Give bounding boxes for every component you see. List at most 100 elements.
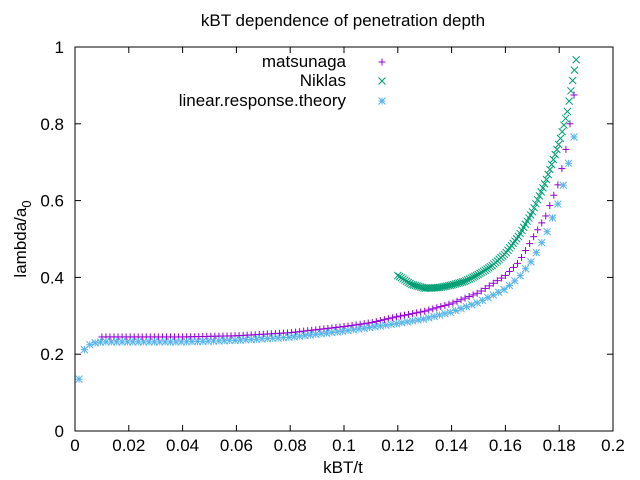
marker-stroke [225, 336, 234, 345]
data-point [572, 55, 581, 64]
marker-stroke [360, 324, 369, 333]
data-point [485, 282, 493, 290]
data-point [548, 214, 557, 222]
x-tick-labels: 0 0.02 0.04 0.06 0.08 0.1 0.12 0.14 0.16 0.18 0.2 [70, 436, 625, 455]
marker-stroke [285, 333, 293, 342]
x-tick-label: 0.04 [166, 436, 199, 455]
marker-stroke [570, 133, 578, 141]
marker-stroke [378, 97, 386, 105]
x-tick-label: 0.1 [332, 436, 356, 455]
data-point [570, 91, 578, 99]
marker-stroke [556, 134, 565, 143]
x-tick-label: 0 [70, 436, 79, 455]
data-point [526, 240, 534, 248]
data-point [425, 306, 433, 314]
marker-stroke [107, 338, 116, 346]
marker-stroke [274, 334, 282, 342]
data-point [537, 238, 546, 247]
data-point [563, 107, 572, 116]
marker-stroke [236, 336, 245, 344]
marker-stroke [397, 318, 406, 327]
marker-stroke [505, 281, 514, 290]
y-axis-label: lambda/a0 [11, 200, 34, 277]
data-point [364, 319, 372, 327]
data-point [556, 134, 565, 143]
data-point [311, 330, 320, 339]
marker-stroke [403, 318, 412, 326]
marker-stroke [424, 313, 433, 322]
data-point [437, 303, 445, 311]
marker-stroke [177, 338, 186, 346]
data-point [553, 145, 561, 154]
data-point [461, 294, 469, 302]
y-tick-label: 0.2 [40, 345, 64, 364]
data-point [560, 121, 568, 129]
x-axis-label: kBT/t [323, 458, 363, 477]
y-axis-label-subscript: 0 [19, 200, 34, 207]
data-point [107, 338, 116, 346]
marker-stroke [258, 335, 266, 343]
data-point [547, 160, 556, 169]
marker-stroke [558, 127, 567, 136]
marker-stroke [527, 257, 535, 266]
axis-ticks [74, 46, 614, 432]
data-point [441, 301, 449, 309]
marker-stroke [172, 338, 180, 346]
data-point [462, 302, 471, 311]
marker-stroke [263, 334, 272, 343]
data-point [554, 140, 563, 149]
data-point [445, 300, 453, 308]
marker-stroke [198, 337, 207, 346]
marker-stroke [407, 280, 416, 289]
data-point [554, 200, 562, 208]
data-point [535, 191, 544, 200]
data-point [424, 313, 433, 322]
marker-stroke [430, 284, 439, 292]
marker-stroke [414, 282, 423, 291]
marker-stroke [472, 271, 481, 280]
marker-stroke [311, 330, 320, 339]
data-point [392, 313, 400, 321]
marker-stroke [408, 317, 417, 325]
y-tick-label: 0 [55, 422, 64, 441]
data-point [558, 127, 567, 136]
marker-stroke [554, 140, 563, 149]
marker-stroke [551, 150, 560, 159]
data-point [566, 120, 574, 128]
marker-stroke [378, 77, 386, 85]
marker-stroke [247, 335, 256, 344]
marker-stroke [241, 335, 250, 344]
data-point [409, 310, 417, 318]
marker-stroke [145, 338, 153, 346]
data-point [546, 202, 554, 210]
data-point [549, 155, 558, 164]
marker-stroke [188, 337, 196, 346]
marker-stroke [322, 329, 331, 338]
marker-stroke [565, 97, 574, 105]
marker-stroke [349, 325, 358, 334]
x-tick-label: 0.14 [435, 436, 468, 455]
data-point [348, 321, 356, 329]
marker-stroke [344, 326, 352, 335]
marker-stroke [564, 159, 573, 168]
marker-stroke [123, 338, 132, 346]
x-tick-label: 0.02 [112, 436, 145, 455]
marker-stroke [427, 284, 435, 292]
legend-markers [378, 58, 386, 105]
data-point [543, 227, 551, 236]
data-point [568, 76, 577, 85]
marker-stroke [150, 338, 159, 346]
data-point [380, 316, 388, 324]
x-tick-label: 0.2 [601, 436, 625, 455]
marker-stroke [295, 332, 304, 341]
marker-stroke [102, 338, 110, 346]
marker-stroke [193, 337, 202, 346]
data-point [481, 284, 489, 292]
data-point [433, 304, 441, 312]
legend: matsunaga Niklas linear.response.theory [179, 52, 386, 110]
data-point [509, 263, 517, 271]
y-tick-label: 0.8 [40, 115, 64, 134]
data-point [562, 145, 570, 153]
marker-stroke [155, 338, 164, 346]
data-point [435, 311, 444, 319]
